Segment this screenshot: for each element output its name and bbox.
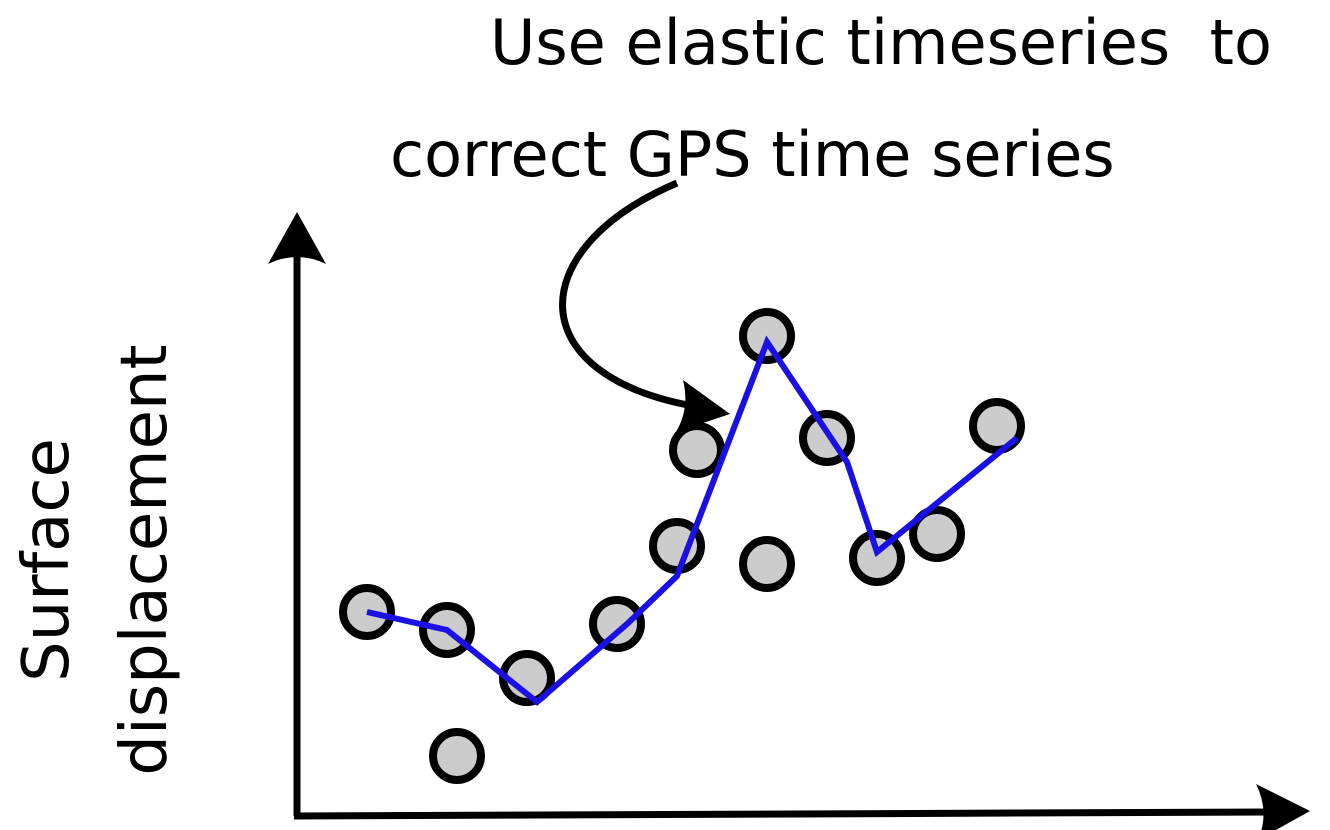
observed-point-7 (669, 422, 725, 478)
x-axis-arrowhead (1256, 784, 1310, 830)
observed-point-13 (969, 398, 1025, 454)
annotation-line-2: correct GPS time series (390, 118, 1115, 191)
observed-point-8 (739, 536, 795, 592)
x-axis-line (293, 808, 1276, 820)
observed-point-9 (739, 308, 795, 364)
y-axis-label-group: Surface displacement (10, 344, 182, 775)
annotation-line-1: Use elastic timeseries to (490, 6, 1272, 79)
y-axis-label-line-1: Surface (10, 438, 84, 682)
y-axis-label-line-2: displacement (108, 344, 182, 775)
annotation-arrowhead (676, 380, 730, 432)
annotation-arrow (559, 179, 706, 412)
observed-point-5 (589, 596, 645, 652)
observed-point-3 (429, 728, 485, 784)
observed-point-12 (909, 506, 965, 562)
observed-points (339, 308, 1025, 784)
corrected-series-line (366, 335, 1019, 706)
y-axis-arrowhead (268, 212, 326, 264)
